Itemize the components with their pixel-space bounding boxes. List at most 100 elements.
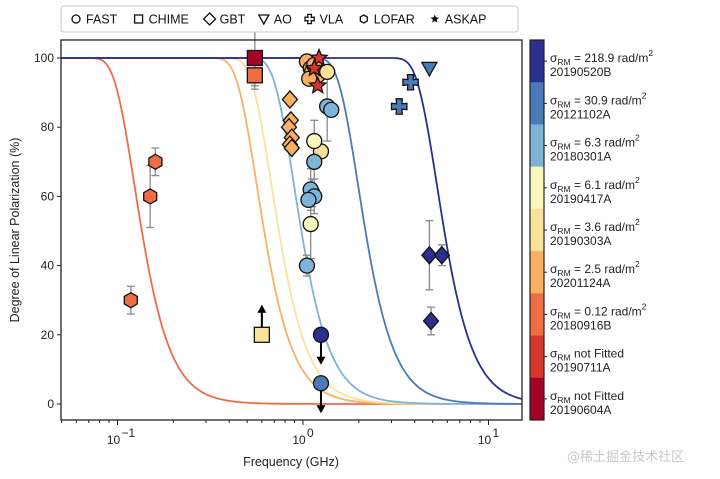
colorbar-segment [530,166,544,210]
legend-entry-vla: VLA [304,13,344,27]
plot-frame [60,39,523,421]
y-tick-label: 100 [34,51,54,65]
colorbar-label: σRM = 6.3 rad/m2 [550,133,640,152]
legend-label: LOFAR [374,13,415,27]
colorbar-segment [530,335,544,379]
legend-cross-icon [304,13,315,25]
marker-circle [306,153,323,170]
legend-star-icon [430,14,440,23]
colorbar-frb-name: 20190520B [550,65,611,79]
marker-diamond [283,138,301,158]
legend-entry-gbt: GBT [202,12,246,27]
fit-curves [61,57,522,405]
colorbar-label: σRM not Fitted [550,347,624,363]
colorbar-label: σRM = 30.9 rad/m2 [550,90,647,109]
colorbar-frame [529,39,545,421]
marker-hexagon [148,153,163,171]
colorbar-frb-name: 20201124A [550,276,611,290]
colorbar-label: σRM = 218.9 rad/m2 [550,48,653,67]
colorbar-segment [530,82,544,125]
colorbar-frb-name: 20190303A [550,234,611,248]
watermark: @稀土掘金技术社区 [567,449,684,465]
colorbar-frb-name: 20190417A [550,192,611,206]
marker-circle [306,132,323,150]
x-axis-label: Frequency (GHz) [243,455,339,469]
marker-triangle-down [420,61,438,78]
colorbar-frb-name: 20190604A [550,403,611,417]
colorbar-segment [530,40,544,83]
colorbar-frb-name: 20180916B [550,318,611,332]
marker-diamond [433,245,451,265]
legend-diamond-icon [202,12,217,26]
y-tick-label: 20 [41,328,55,342]
marker-square [253,326,270,343]
colorbar-segment [530,251,544,294]
marker-star [304,58,324,77]
legend-entry-fast: FAST [71,13,118,27]
colorbar-frb-name: 20190711A [550,361,611,375]
legend-label: ASKAP [445,13,487,27]
legend-label: CHIME [149,13,189,27]
marker-diamond [422,311,440,331]
data-markers [123,47,451,414]
fit-curve-20201124A [61,57,522,405]
x-tick-label: 10 [478,433,492,447]
fit-curve-20180916B [61,57,522,405]
fit-curve-20190303A [61,57,522,405]
limit-arrow-head [316,356,326,365]
y-axis: 0 20 40 60 80 100 [34,51,61,411]
marker-square [246,49,263,67]
colorbar-segment [530,124,544,168]
legend-entry-chime: CHIME [133,13,189,27]
colorbar-segment [530,208,544,252]
fit-curve-20190520B [61,57,522,400]
marker-star [307,75,328,94]
legend-entry-askap: ASKAP [430,13,487,27]
fit-curve-20121102A [61,57,522,405]
y-tick-label: 40 [41,259,55,273]
marker-hexagon [123,291,138,309]
x-tick-label: 10 [107,433,121,447]
y-tick-label: 0 [47,397,54,411]
marker-square [246,67,263,84]
marker-cross [402,73,419,91]
x-tick-exponent: −1 [122,426,136,440]
legend-square-icon [133,14,144,24]
colorbar-label: σRM = 3.6 rad/m2 [550,217,640,236]
x-tick-label: 10 [292,433,306,447]
marker-hexagon [143,188,158,205]
colorbar-label: σRM = 6.1 rad/m2 [550,175,640,194]
marker-circle [319,63,336,80]
legend-box [60,5,519,33]
legend-label: AO [274,13,292,27]
legend-label: VLA [320,13,344,27]
marker-circle [298,257,316,274]
legend: FAST CHIME GBT AO VLA LOFAR ASKAP [60,5,519,33]
marker-circle [300,191,317,209]
colorbar-segment [530,377,544,421]
colorbar-label: σRM = 2.5 rad/m2 [550,259,640,278]
marker-circle [302,215,319,233]
marker-circle [312,375,330,392]
limit-arrow-head [316,405,326,414]
error-bars [126,29,446,336]
legend-hexagon-icon [359,14,368,24]
marker-circle [323,101,340,119]
marker-cross [390,98,408,115]
marker-circle [312,326,330,343]
legend-entry-lofar: LOFAR [359,13,415,27]
colorbar-frb-name: 20180301A [550,150,611,164]
fit-curve-20180301A [61,57,522,405]
limit-arrow-head [257,304,267,313]
legend-entry-ao: AO [257,13,292,27]
legend-label: GBT [220,13,246,27]
y-tick-label: 80 [41,120,55,134]
x-axis: 10 −1 10 0 10 1 [61,420,500,447]
colorbar-segment [530,293,544,337]
colorbar-label: σRM = 0.12 rad/m2 [550,301,647,320]
y-axis-label: Degree of Linear Polarization (%) [8,138,22,323]
marker-diamond [421,245,438,265]
x-tick-exponent: 0 [307,426,314,440]
legend-circle-icon [71,14,81,24]
